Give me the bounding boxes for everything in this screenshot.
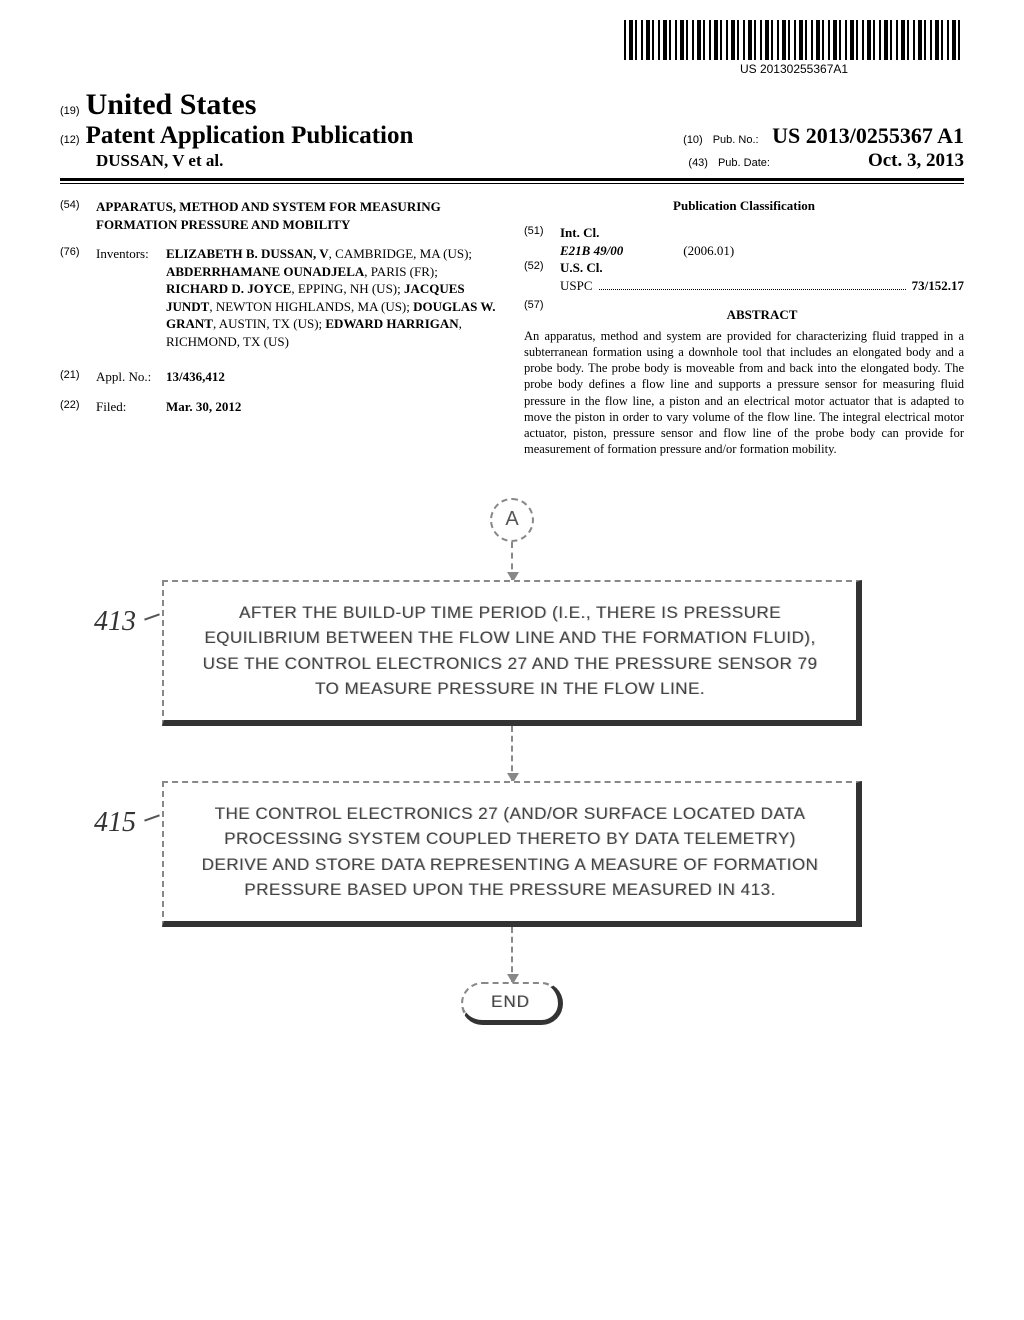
- ref-413: 413: [94, 606, 136, 638]
- pubno-value-text: US 2013/0255367 A1: [772, 123, 964, 148]
- pubdate-label: Pub. Date:: [718, 157, 770, 169]
- process-box-415: 415 THE CONTROL ELECTRONICS 27 (AND/OR S…: [162, 781, 862, 927]
- abstract-text: An apparatus, method and system are prov…: [524, 328, 964, 458]
- rule-thin: [60, 183, 964, 184]
- intcl-class: E21B 49/00: [560, 242, 680, 260]
- applno-label: Appl. No.:: [96, 368, 166, 386]
- right-column: Publication Classification (51) Int. Cl.…: [524, 198, 964, 458]
- code-22: (22): [60, 398, 96, 416]
- uscl-label: U.S. Cl.: [560, 259, 964, 277]
- code-57: (57): [524, 298, 560, 328]
- rule-thick: [60, 178, 964, 181]
- terminator-end: END: [461, 982, 563, 1025]
- ref-415: 415: [94, 807, 136, 839]
- classification-title: Publication Classification: [524, 198, 964, 214]
- code-76: (76): [60, 245, 96, 350]
- country-title: United States: [86, 88, 257, 122]
- process-text-415: THE CONTROL ELECTRONICS 27 (AND/OR SURFA…: [194, 801, 826, 903]
- filed-label: Filed:: [96, 398, 166, 416]
- intcl-label: Int. Cl.: [560, 224, 964, 242]
- inventors-label: Inventors:: [96, 245, 166, 350]
- abstract-title: ABSTRACT: [560, 306, 964, 324]
- ref-tick-413: [144, 613, 160, 620]
- code-12: (12): [60, 134, 80, 146]
- dot-leader: [599, 289, 906, 290]
- pubno-value: [763, 123, 769, 148]
- arrow-1: [511, 542, 513, 580]
- arrow-3: [511, 927, 513, 982]
- process-box-413: 413 AFTER THE BUILD-UP TIME PERIOD (I.E.…: [162, 580, 862, 726]
- barcode-region: US 20130255367A1: [624, 20, 964, 76]
- inventors-list: ELIZABETH B. DUSSAN, V, CAMBRIDGE, MA (U…: [166, 245, 500, 350]
- pubdate-value: Oct. 3, 2013: [868, 150, 964, 171]
- barcode-text: US 20130255367A1: [624, 62, 964, 76]
- code-10: (10): [683, 134, 703, 146]
- code-19: (19): [60, 105, 80, 117]
- connector-a: A: [490, 498, 534, 542]
- uspc-value: 73/152.17: [912, 277, 964, 295]
- header: (19) United States (12) Patent Applicati…: [60, 88, 964, 184]
- uspc-label: USPC: [560, 277, 593, 295]
- invention-title: APPARATUS, METHOD AND SYSTEM FOR MEASURI…: [96, 198, 500, 233]
- barcode-graphic: [624, 20, 964, 60]
- ref-tick-415: [144, 814, 160, 821]
- code-54: (54): [60, 198, 96, 233]
- code-21: (21): [60, 368, 96, 386]
- code-52: (52): [524, 259, 560, 294]
- biblio-columns: (54) APPARATUS, METHOD AND SYSTEM FOR ME…: [60, 198, 964, 458]
- intcl-year: (2006.01): [683, 243, 734, 258]
- arrow-2: [511, 726, 513, 781]
- left-column: (54) APPARATUS, METHOD AND SYSTEM FOR ME…: [60, 198, 500, 458]
- applno-value: 13/436,412: [166, 368, 500, 386]
- filed-value: Mar. 30, 2012: [166, 398, 500, 416]
- code-43: (43): [688, 157, 708, 169]
- publication-type: Patent Application Publication: [86, 122, 414, 150]
- flowchart: A 413 AFTER THE BUILD-UP TIME PERIOD (I.…: [60, 498, 964, 1025]
- code-51: (51): [524, 224, 560, 259]
- authors-line: DUSSAN, V et al.: [96, 151, 223, 170]
- pubno-label: Pub. No.:: [713, 134, 759, 146]
- process-text-413: AFTER THE BUILD-UP TIME PERIOD (I.E., TH…: [194, 600, 826, 702]
